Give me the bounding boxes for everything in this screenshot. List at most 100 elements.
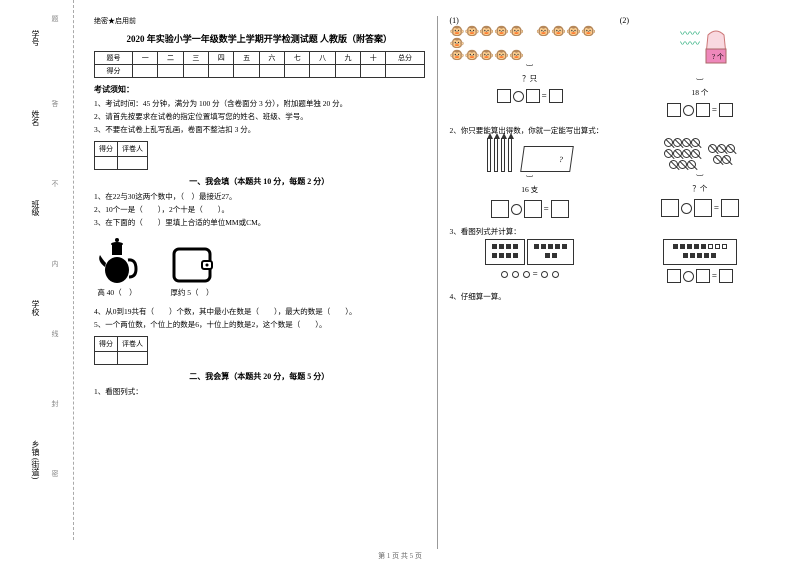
seal-text: 封 xyxy=(50,400,60,407)
cell: 七 xyxy=(285,52,310,65)
figure-2: (2) 〰〰 〰〰 ? 个 ︸ 18 个 xyxy=(620,16,780,117)
teapot-label: 高 40（ ） xyxy=(94,287,140,299)
notice-item: 1、考试时间：45 分钟，满分为 100 分（含卷面分 3 分），附加题单独 2… xyxy=(94,98,425,110)
op-circle[interactable] xyxy=(683,271,694,282)
dots-group xyxy=(450,239,610,265)
op-circle[interactable] xyxy=(683,105,694,116)
answer-box[interactable] xyxy=(694,199,712,217)
cell: 九 xyxy=(335,52,360,65)
equation-row: = xyxy=(450,269,610,279)
right-column: (1) 🐵🐵🐵🐵🐵 🐵🐵🐵🐵🐵 🐵🐵🐵🐵🐵 ︸ ？只 = xyxy=(438,16,793,549)
table-row: 得分 xyxy=(95,65,425,78)
answer-box[interactable] xyxy=(696,269,710,283)
equation-row: = xyxy=(450,200,610,218)
cell: 四 xyxy=(209,52,234,65)
answer-box[interactable] xyxy=(696,103,710,117)
answer-box[interactable] xyxy=(526,89,540,103)
box-3d-icon xyxy=(520,146,574,172)
score-box: 得分评卷人 xyxy=(94,336,148,365)
basket-icon: 〰〰 〰〰 ? 个 xyxy=(620,25,780,75)
question-item: 2、10个一是（ ），2个十是（ ）。 xyxy=(94,204,425,216)
pencils-icon xyxy=(487,138,512,172)
seal-text: 密 xyxy=(50,470,60,477)
question-item: 1、在22与30这两个数中，（ ）最接近27。 xyxy=(94,191,425,203)
brace-icon: ︸ xyxy=(620,77,780,87)
answer-box[interactable] xyxy=(551,200,569,218)
answer-box[interactable] xyxy=(719,269,733,283)
cell: 二 xyxy=(158,52,183,65)
cell: 一 xyxy=(133,52,158,65)
brace-icon: ︸ xyxy=(620,173,780,183)
equation-row: = xyxy=(620,269,780,283)
cell: 十 xyxy=(361,52,386,65)
svg-text:? 个: ? 个 xyxy=(712,53,724,61)
question-item: 3、在下面的（ ）里填上合适的单位MM或CM。 xyxy=(94,217,425,229)
cell: 得分 xyxy=(95,65,133,78)
margin-label-school: 学校 xyxy=(30,300,41,316)
equation-row: = xyxy=(620,199,780,217)
count-circle[interactable] xyxy=(512,271,519,278)
answer-box[interactable] xyxy=(524,200,542,218)
margin-label-name: 姓名 xyxy=(30,110,41,126)
flower-figure: ︸ ？个 = xyxy=(620,138,780,218)
secret-label: 绝密★启用前 xyxy=(94,16,425,26)
question-item: 1、看图列式： xyxy=(94,386,425,398)
margin-label-class: 班级 xyxy=(30,200,41,216)
answer-box[interactable] xyxy=(491,200,509,218)
seal-text: 内 xyxy=(50,260,60,267)
dots-figure-1: = xyxy=(450,239,610,283)
count-circle[interactable] xyxy=(523,271,530,278)
answer-box[interactable] xyxy=(661,199,679,217)
cell: 八 xyxy=(310,52,335,65)
exam-title: 2020 年实验小学一年级数学上学期开学检测试题 人教版（附答案） xyxy=(94,32,425,45)
answer-box[interactable] xyxy=(667,103,681,117)
op-circle[interactable] xyxy=(513,91,524,102)
pencil-figure: ︸ 16 支 = xyxy=(450,138,610,218)
cell: 六 xyxy=(259,52,284,65)
brace-icon: ︸ xyxy=(450,174,610,184)
teapot-figure: 高 40（ ） xyxy=(94,235,140,300)
score-cell: 得分 xyxy=(95,142,118,157)
score-table: 题号 一 二 三 四 五 六 七 八 九 十 总分 得分 xyxy=(94,51,425,78)
answer-box[interactable] xyxy=(721,199,739,217)
question-item: 5、一个两位数，个位上的数是6，十位上的数是2，这个数是（ ）。 xyxy=(94,319,425,331)
flower-label: ？个 xyxy=(620,183,780,195)
wallet-label: 厚约 5（ ） xyxy=(170,287,214,299)
answer-box[interactable] xyxy=(549,89,563,103)
question-item: 3、看图列式并计算： xyxy=(450,226,781,238)
fig-num: (2) xyxy=(620,16,780,25)
section-1-title: 一、我会填（本题共 10 分，每题 2 分） xyxy=(94,176,425,187)
notice-item: 2、请首先按要求在试卷的指定位置填写您的姓名、班级、学号。 xyxy=(94,111,425,123)
cell: 题号 xyxy=(95,52,133,65)
equation-row: = xyxy=(450,89,610,103)
dots-group xyxy=(620,239,780,265)
cell: 五 xyxy=(234,52,259,65)
flower-icons xyxy=(620,138,780,171)
answer-box[interactable] xyxy=(667,269,681,283)
page-footer: 第 1 页 共 5 页 xyxy=(0,551,800,561)
seal-text: 不 xyxy=(50,180,60,187)
teapot-icon xyxy=(94,235,140,285)
count-circle[interactable] xyxy=(541,271,548,278)
op-circle[interactable] xyxy=(681,203,692,214)
cell: 总分 xyxy=(386,52,424,65)
op-circle[interactable] xyxy=(511,204,522,215)
seal-text: 答 xyxy=(50,100,60,107)
svg-text:〰〰: 〰〰 xyxy=(680,39,700,50)
monkey-label: ？只 xyxy=(450,73,610,85)
brace-icon: ︸ xyxy=(450,63,610,73)
basket-label: 18 个 xyxy=(620,87,780,99)
question-item: 4、仔细算一算。 xyxy=(450,291,781,303)
answer-box[interactable] xyxy=(497,89,511,103)
score-box: 得分评卷人 xyxy=(94,141,148,170)
count-circle[interactable] xyxy=(552,271,559,278)
answer-box[interactable] xyxy=(719,103,733,117)
section-2-title: 二、我会算（本题共 20 分，每题 5 分） xyxy=(94,371,425,382)
dots-figure-2: = xyxy=(620,239,780,283)
wallet-icon xyxy=(170,245,214,285)
table-row: 题号 一 二 三 四 五 六 七 八 九 十 总分 xyxy=(95,52,425,65)
count-circle[interactable] xyxy=(501,271,508,278)
notice-item: 3、不要在试卷上乱写乱画，卷面不整洁扣 3 分。 xyxy=(94,124,425,136)
wallet-figure: 厚约 5（ ） xyxy=(170,245,214,300)
seal-text: 题 xyxy=(50,15,60,22)
